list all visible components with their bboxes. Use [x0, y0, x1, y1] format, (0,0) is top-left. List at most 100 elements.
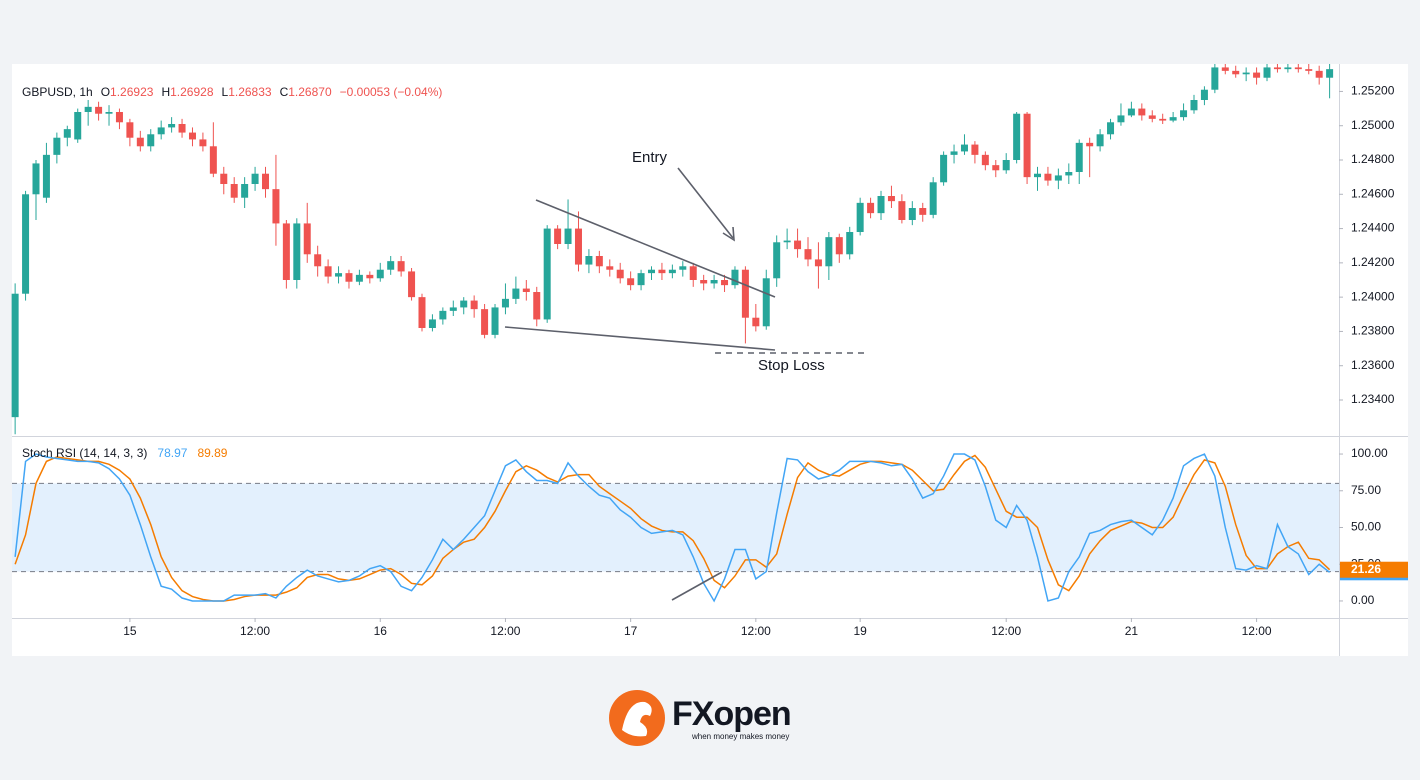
x-tick-label: 12:00: [240, 624, 270, 638]
l-value: 1.26833: [228, 85, 272, 99]
candle-body: [689, 266, 697, 280]
candle-body: [345, 273, 353, 282]
candle-body: [950, 151, 958, 155]
candle-body: [971, 144, 979, 155]
candle-body: [314, 254, 322, 267]
candle-body: [595, 256, 603, 267]
candle-body: [741, 269, 749, 318]
y-tick-label: 75.00: [1351, 483, 1381, 497]
candle-body: [658, 269, 666, 274]
candle-body: [929, 182, 937, 215]
candle-body: [543, 228, 551, 320]
candle-body: [835, 237, 843, 255]
candle-body: [825, 237, 833, 267]
x-tick-label: 19: [853, 624, 867, 638]
candle-body: [1169, 117, 1177, 121]
candle-body: [606, 266, 614, 270]
logo: FXopen when money makes money: [609, 690, 792, 746]
candle-body: [355, 274, 363, 282]
candle-body: [773, 242, 781, 279]
y-tick-label: 0.00: [1351, 593, 1375, 607]
candle-body: [1117, 115, 1125, 123]
candle-body: [856, 202, 864, 232]
candle-body: [533, 292, 541, 320]
candle-body: [1034, 173, 1042, 178]
candle-body: [1284, 67, 1292, 70]
candle-body: [481, 309, 489, 335]
candle-body: [335, 273, 343, 277]
candle-body: [1273, 67, 1281, 70]
candle-body: [1086, 142, 1094, 147]
marks: 1.23400 1.23600 1.23800 1.24000 1.24200 1.244…: [11, 64, 1408, 638]
stoch-line: [14, 454, 1331, 602]
upper-trendline: [535, 199, 776, 298]
candle-body: [574, 228, 582, 265]
l-label: L: [222, 85, 229, 99]
x-tick-label: 16: [374, 624, 388, 638]
entry-arrow: [677, 167, 734, 239]
y-tick-label: 50.00: [1351, 520, 1381, 534]
change: −0.00053 (−0.04%): [340, 85, 443, 99]
candle-body: [32, 163, 40, 195]
candle-body: [564, 228, 572, 244]
x-tick-label: 12:00: [490, 624, 520, 638]
candle-body: [460, 300, 468, 308]
candle-body: [512, 288, 520, 299]
candle-body: [282, 223, 290, 280]
candle-body: [366, 274, 374, 279]
x-tick-label: 12:00: [991, 624, 1021, 638]
candle-body: [439, 310, 447, 320]
candle-body: [1138, 108, 1146, 116]
logo-mark: [622, 701, 652, 737]
logo-name: FXopen: [672, 695, 791, 733]
candle-body: [1253, 72, 1261, 78]
candle-body: [804, 249, 812, 260]
divergence-line: [671, 571, 723, 601]
candle-body: [428, 319, 436, 328]
candle-body: [470, 300, 478, 310]
candle-body: [53, 137, 61, 155]
candle-body: [814, 259, 822, 267]
candle-body: [324, 266, 332, 277]
candle-body: [1002, 160, 1010, 171]
candle-body: [877, 196, 885, 214]
candle-body: [1180, 110, 1188, 118]
x-tick-label: 17: [624, 624, 638, 638]
candle-body: [136, 137, 144, 147]
indicator-title: Stoch RSI (14, 14, 3, 3): [22, 446, 147, 460]
candle-body: [387, 261, 395, 270]
o-label: O: [101, 85, 110, 99]
indicator-legend: Stoch RSI (14, 14, 3, 3) 78.97 89.89: [22, 446, 228, 460]
x-tick-label: 21: [1125, 624, 1139, 638]
candle-body: [919, 208, 927, 215]
candle-body: [501, 298, 509, 308]
candle-body: [397, 261, 405, 272]
y-tick-label: 1.23400: [1351, 392, 1395, 406]
candle-body: [188, 132, 196, 140]
candle-body: [1263, 67, 1271, 78]
entry-label: Entry: [632, 149, 668, 166]
annotations: [504, 167, 865, 601]
y-tick-label: 1.24200: [1351, 255, 1395, 269]
entry-arrowhead: [722, 226, 735, 242]
candle-body: [1200, 89, 1208, 100]
candle-body: [230, 184, 238, 198]
candle-body: [783, 240, 791, 243]
candle-body: [1065, 172, 1073, 176]
y-tick-label: 1.23800: [1351, 324, 1395, 338]
candle-body: [1242, 72, 1250, 75]
candle-body: [491, 307, 499, 335]
k-readout: 78.97: [157, 446, 187, 460]
candle-body: [84, 106, 92, 112]
o-value: 1.26923: [110, 85, 154, 99]
candle-body: [846, 232, 854, 255]
candle-body: [157, 127, 165, 135]
candle-body: [992, 165, 1000, 171]
candle-body: [22, 194, 30, 294]
x-tick-label: 12:00: [1242, 624, 1272, 638]
candle-body: [648, 269, 656, 274]
candle-body: [1294, 67, 1302, 70]
candle-body: [1023, 113, 1031, 178]
